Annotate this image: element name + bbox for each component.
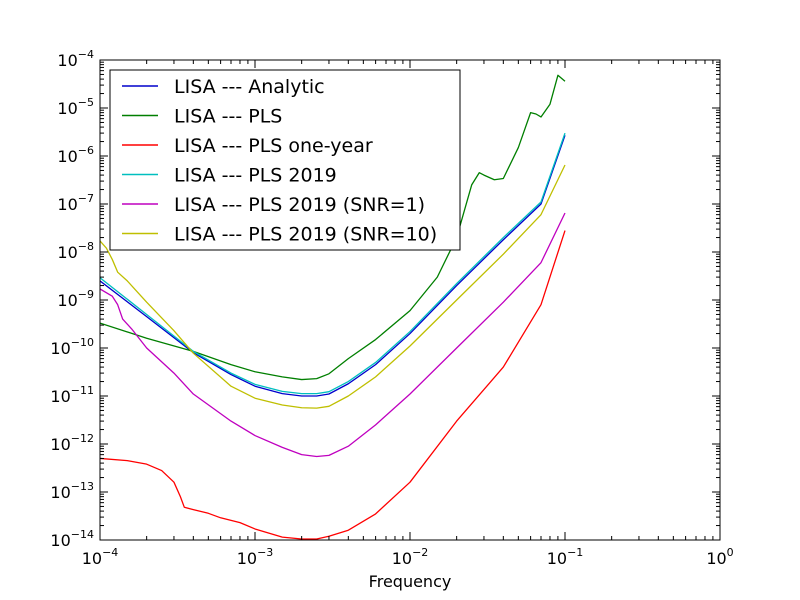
- series-line-1: [100, 74, 566, 381]
- y-tick-label: 10−5: [57, 96, 94, 118]
- y-tick-label: 10−14: [50, 528, 94, 550]
- y-tick-label: 10−9: [57, 288, 94, 310]
- y-tick-label: 10−7: [57, 192, 94, 214]
- legend-label-5: LISA --- PLS 2019 (SNR=10): [174, 224, 437, 246]
- legend: LISA --- Analytic LISA --- PLS LISA --- PL…: [109, 69, 461, 251]
- series-line-3: [100, 132, 566, 395]
- y-tick-label: 10−11: [50, 384, 94, 406]
- x-tick-label: 10−4: [82, 546, 119, 568]
- legend-label-2: LISA --- PLS one-year: [174, 135, 373, 157]
- series-line-2: [100, 230, 566, 540]
- legend-label-3: LISA --- PLS 2019: [174, 165, 337, 187]
- y-tick-label: 10−13: [50, 480, 94, 502]
- y-tick-label: 10−8: [57, 240, 94, 262]
- series-line-4: [100, 212, 566, 458]
- series-layer: [100, 74, 566, 540]
- y-tick-label: 10−6: [57, 144, 94, 166]
- legend-label-0: LISA --- Analytic: [174, 76, 325, 98]
- x-tick-label: 10−3: [237, 546, 274, 568]
- legend-label-4: LISA --- PLS 2019 (SNR=1): [174, 194, 425, 216]
- x-tick-label: 10−1: [547, 546, 584, 568]
- y-tick-label: 10−12: [50, 432, 94, 454]
- x-tick-label: 100: [706, 546, 733, 568]
- y-tick-label: 10−10: [50, 336, 94, 358]
- legend-box: [109, 69, 461, 251]
- x-axis-title: Frequency: [369, 572, 452, 591]
- x-tick-label: 10−2: [392, 546, 429, 568]
- y-tick-label: 10−4: [57, 48, 94, 70]
- series-line-5: [100, 164, 566, 409]
- series-line-0: [100, 135, 566, 397]
- plot-frame: [99, 59, 721, 541]
- ticks-layer: 10−4 10−3 10−2 10−1 100 10−14 10−13 10−12 10−11 1…: [50, 48, 733, 568]
- legend-label-1: LISA --- PLS: [174, 106, 282, 128]
